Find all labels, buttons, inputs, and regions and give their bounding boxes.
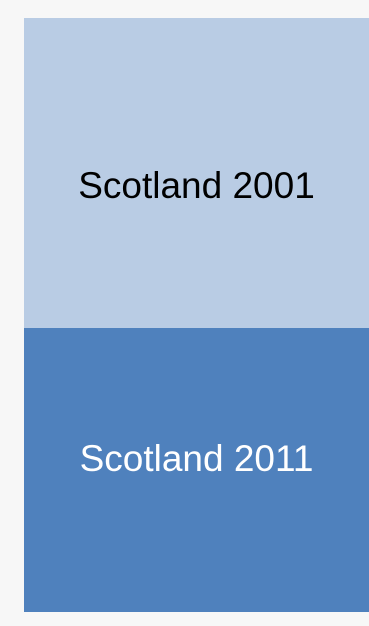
scotland-2011-panel: Scotland 2011	[24, 328, 369, 612]
scotland-2001-panel: Scotland 2001	[24, 18, 369, 328]
scotland-2001-label: Scotland 2001	[78, 164, 315, 206]
scotland-2011-label: Scotland 2011	[79, 437, 314, 479]
